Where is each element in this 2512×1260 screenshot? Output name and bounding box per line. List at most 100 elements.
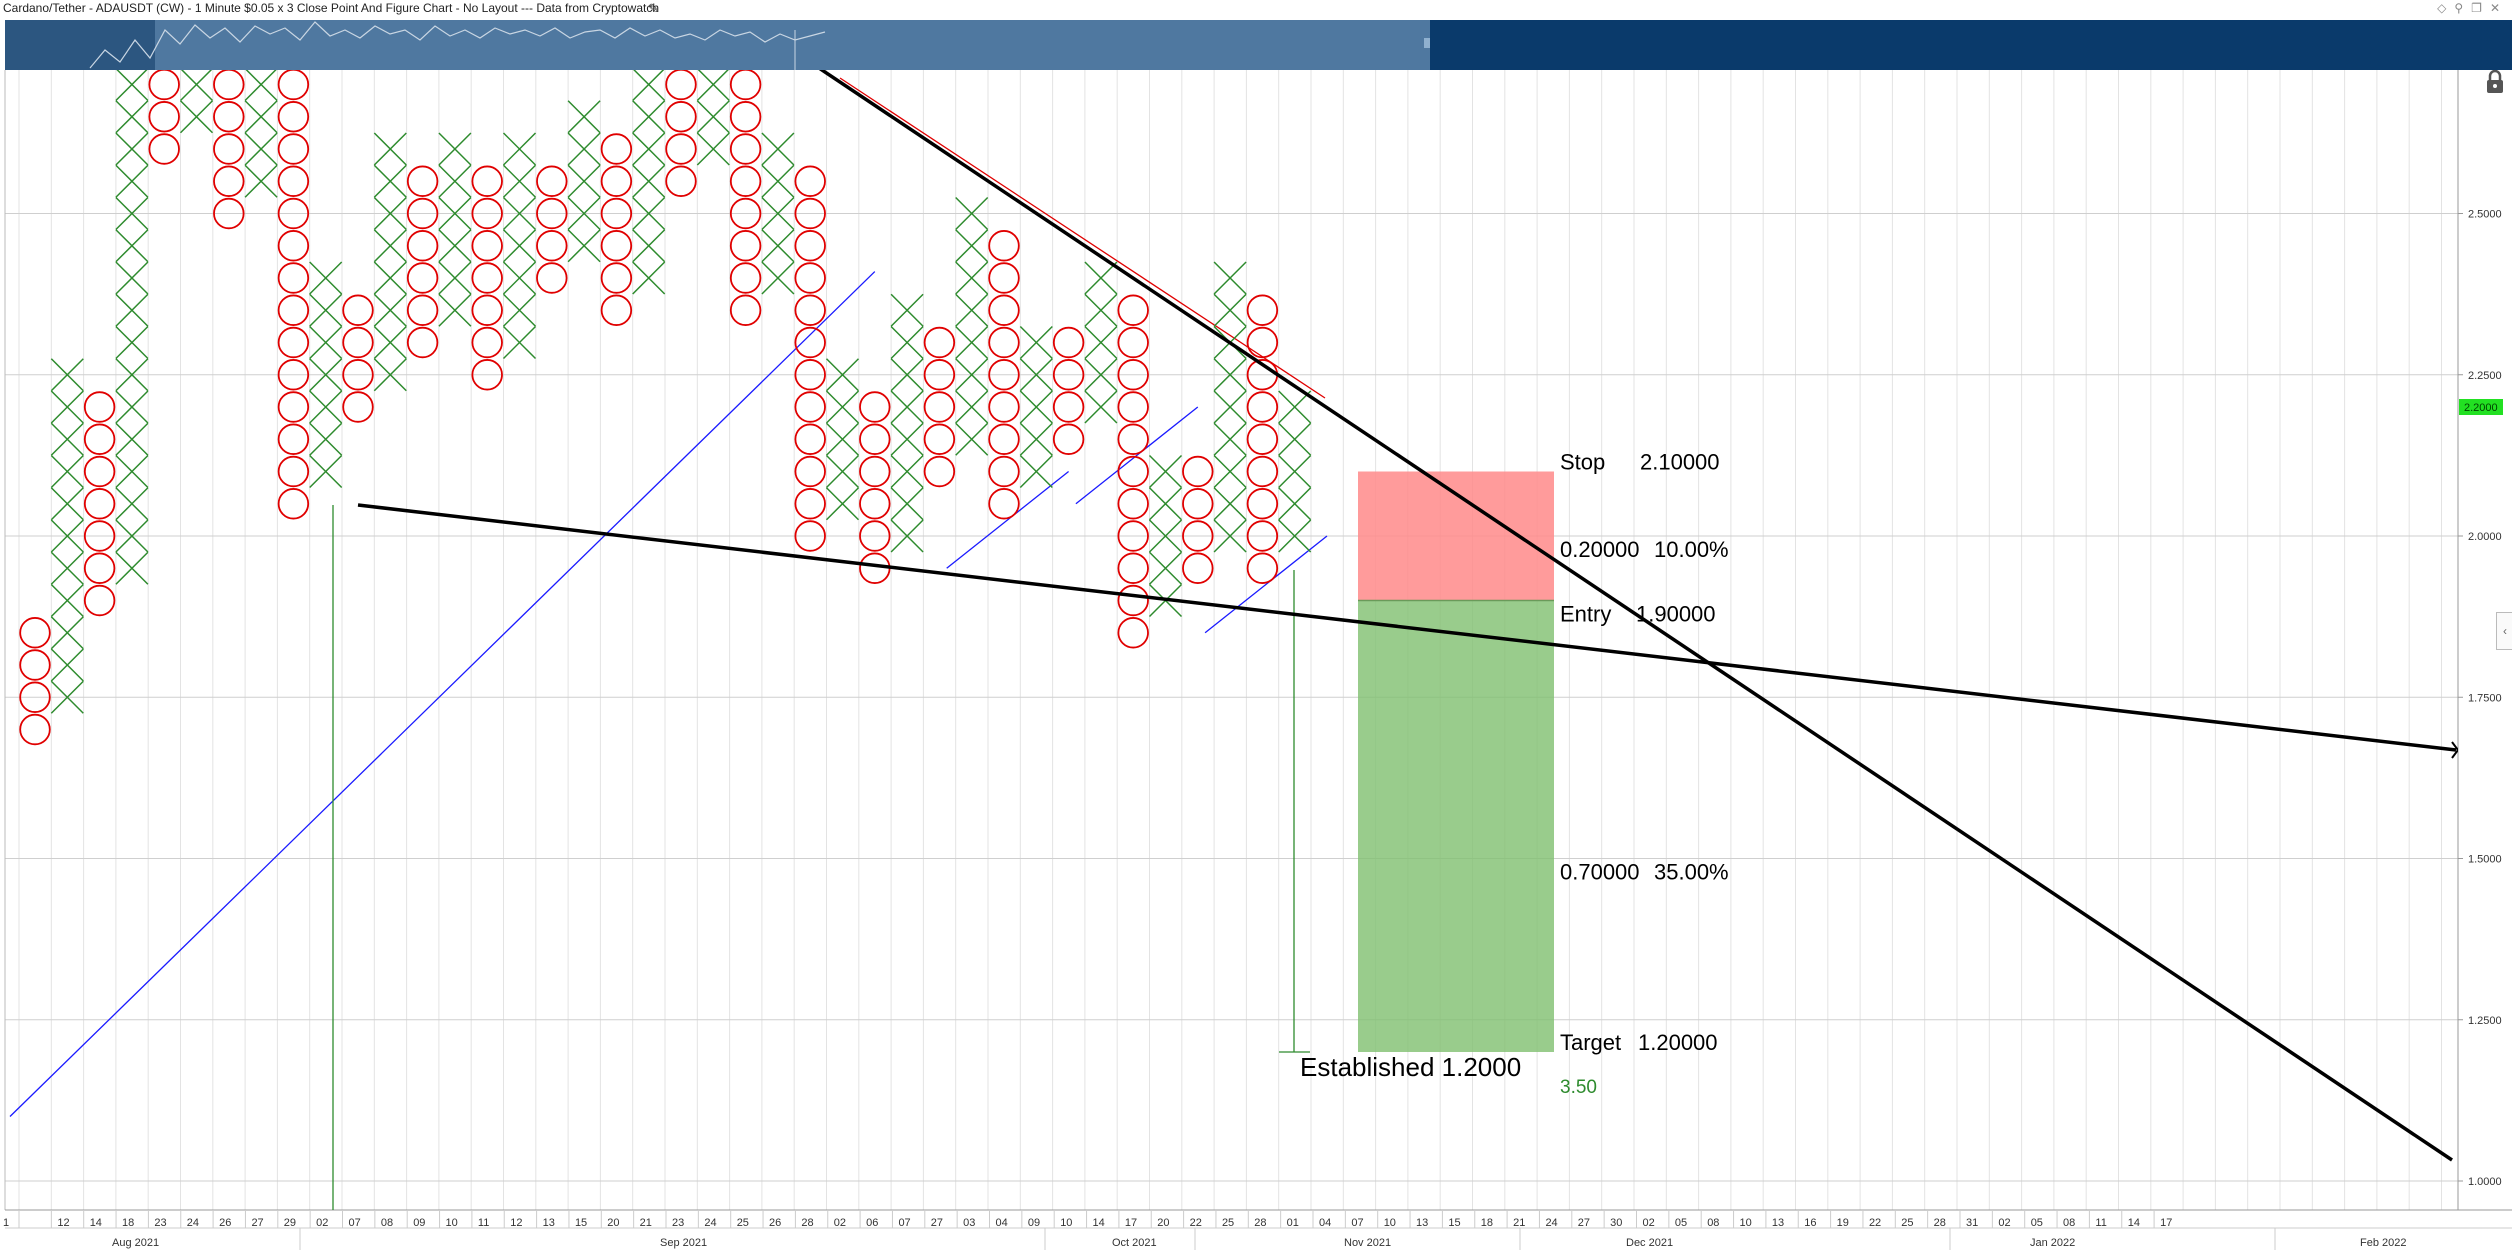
x-mark xyxy=(115,551,149,585)
x-column xyxy=(1019,325,1053,489)
x-mark xyxy=(244,164,278,198)
x-mark xyxy=(373,132,407,166)
day-tick-label: 28 xyxy=(1934,1217,1946,1229)
o-mark xyxy=(859,423,891,455)
x-mark xyxy=(50,422,84,456)
x-mark xyxy=(825,422,860,456)
x-mark xyxy=(1084,293,1118,327)
x-mark xyxy=(502,293,537,327)
day-tick-label: 04 xyxy=(1319,1217,1331,1229)
o-mark xyxy=(19,617,51,649)
x-mark xyxy=(50,680,84,714)
day-tick-label: 05 xyxy=(1675,1217,1687,1229)
o-mark xyxy=(83,488,116,520)
x-mark xyxy=(50,487,84,521)
o-column xyxy=(83,391,116,617)
x-mark xyxy=(50,551,84,585)
x-mark xyxy=(373,164,407,198)
window-controls: ◇⚲❐✕ xyxy=(2437,0,2508,17)
x-mark xyxy=(567,100,601,134)
day-tick-label: 24 xyxy=(187,1217,199,1229)
x-mark xyxy=(1213,390,1247,424)
x-mark xyxy=(115,519,149,553)
day-labels: 1 12 14 18 23 24 26 27 29 02 07 08 09 10 11 12 13 15 20 21 2… xyxy=(3,1210,2172,1229)
price-tick-label: 2.0000 xyxy=(2468,531,2502,543)
x-mark xyxy=(373,196,407,231)
x-mark xyxy=(955,196,989,231)
x-mark xyxy=(1213,422,1247,456)
x-mark xyxy=(1213,454,1247,489)
o-mark xyxy=(277,488,310,520)
diamond-icon[interactable]: ◇ xyxy=(2437,1,2455,15)
o-mark xyxy=(471,197,503,230)
x-mark xyxy=(373,229,407,263)
x-mark xyxy=(1084,261,1118,295)
o-mark xyxy=(406,262,439,294)
day-tick-label: 20 xyxy=(607,1217,619,1229)
target-value: 1.20000 xyxy=(1638,1030,1718,1055)
x-mark xyxy=(1213,261,1247,295)
o-mark xyxy=(1117,455,1149,488)
pin-icon[interactable]: ⚲ xyxy=(2454,1,2472,15)
x-mark xyxy=(1019,454,1053,489)
o-mark xyxy=(1182,455,1214,488)
x-mark xyxy=(309,261,343,295)
o-mark xyxy=(536,230,568,262)
x-mark xyxy=(632,70,665,102)
pencil-icon[interactable]: ✎ xyxy=(648,1,659,16)
x-mark xyxy=(890,487,924,521)
o-mark xyxy=(277,262,310,294)
x-mark xyxy=(1148,454,1183,489)
o-mark xyxy=(83,552,116,584)
day-tick-label: 05 xyxy=(2031,1217,2043,1229)
day-tick-label: 09 xyxy=(1028,1217,1040,1229)
x-mark xyxy=(632,229,666,263)
close-icon[interactable]: ✕ xyxy=(2489,1,2508,15)
restore-icon[interactable]: ❐ xyxy=(2471,1,2490,15)
day-tick-label: 28 xyxy=(1254,1217,1266,1229)
x-mark xyxy=(1278,390,1312,424)
chevron-left-icon[interactable]: ‹ xyxy=(2496,612,2512,650)
month-tick-label: Jan 2022 xyxy=(2030,1237,2075,1249)
x-column xyxy=(373,132,407,392)
x-mark xyxy=(1213,358,1247,392)
o-mark xyxy=(988,391,1020,423)
x-mark xyxy=(115,70,148,102)
x-column xyxy=(1213,261,1247,553)
o-mark xyxy=(471,359,503,391)
day-tick-label: 22 xyxy=(1190,1217,1202,1229)
x-mark xyxy=(502,196,537,231)
o-mark xyxy=(729,197,762,230)
x-mark xyxy=(502,325,537,360)
o-mark xyxy=(665,101,697,133)
o-mark xyxy=(1246,520,1279,552)
x-mark xyxy=(115,261,149,295)
day-tick-label: 13 xyxy=(1772,1217,1784,1229)
day-tick-label: 14 xyxy=(1093,1217,1105,1229)
x-column xyxy=(1278,390,1312,553)
month-tick-label: Oct 2021 xyxy=(1112,1237,1157,1249)
x-mark xyxy=(825,390,860,424)
reward-percent-label: 35.00% xyxy=(1654,860,1729,885)
x-mark xyxy=(115,358,149,392)
x-mark xyxy=(309,325,343,360)
day-tick-label: 02 xyxy=(1643,1217,1655,1229)
day-tick-label: 26 xyxy=(219,1217,231,1229)
o-mark xyxy=(988,326,1020,359)
lock-icon[interactable] xyxy=(2484,70,2506,94)
o-mark xyxy=(536,262,568,294)
day-tick-label: 12 xyxy=(57,1217,69,1229)
x-mark xyxy=(955,261,989,295)
red-trendline xyxy=(839,77,1326,399)
o-mark xyxy=(794,488,826,520)
stop-label: Stop xyxy=(1560,450,1605,475)
x-mark xyxy=(502,132,537,166)
day-tick-label: 25 xyxy=(737,1217,749,1229)
chart-title: Cardano/Tether - ADAUSDT (CW) - 1 Minute… xyxy=(3,1,660,15)
o-mark xyxy=(1182,552,1214,584)
x-mark xyxy=(309,454,343,489)
o-mark xyxy=(794,197,826,230)
x-column xyxy=(244,70,278,198)
x-mark xyxy=(115,487,149,521)
